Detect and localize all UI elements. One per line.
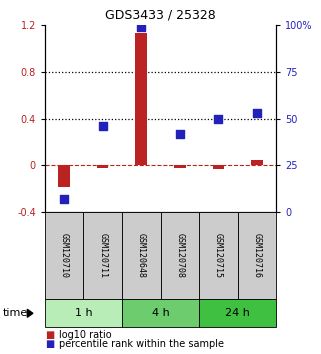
Text: GDS3433 / 25328: GDS3433 / 25328 (105, 9, 216, 22)
Bar (251, 160, 263, 165)
Point (216, 116, 221, 121)
Point (254, 110, 259, 116)
Text: ■: ■ (45, 330, 54, 339)
Text: 4 h: 4 h (152, 308, 169, 318)
Text: GSM120648: GSM120648 (137, 233, 146, 278)
Point (139, 24, 144, 29)
Text: GSM120716: GSM120716 (252, 233, 261, 278)
Bar (213, 165, 224, 169)
Bar (174, 165, 186, 168)
Text: log10 ratio: log10 ratio (59, 330, 112, 339)
Point (100, 123, 105, 129)
Text: ■: ■ (45, 339, 54, 349)
Text: percentile rank within the sample: percentile rank within the sample (59, 339, 224, 349)
Bar (97, 165, 108, 168)
Text: 1 h: 1 h (75, 308, 92, 318)
Text: 24 h: 24 h (225, 308, 250, 318)
Text: time: time (3, 308, 29, 318)
Text: GSM120715: GSM120715 (214, 233, 223, 278)
Text: GSM120710: GSM120710 (60, 233, 69, 278)
Point (177, 131, 182, 136)
Bar (58, 165, 70, 187)
Bar (135, 33, 147, 165)
Point (62, 196, 67, 202)
Text: GSM120711: GSM120711 (98, 233, 107, 278)
Text: GSM120708: GSM120708 (175, 233, 184, 278)
